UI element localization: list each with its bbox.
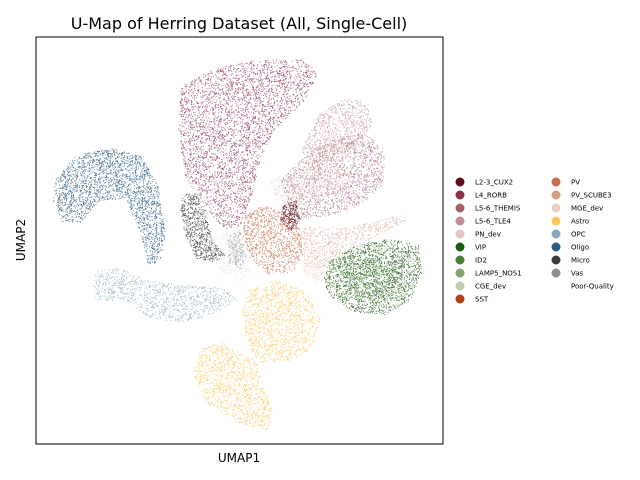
legend-item: Oligo [551,242,589,252]
legend-marker [551,216,561,226]
plot-area [35,36,444,445]
legend-item: L5-6_THEMIS [455,203,521,213]
legend-label: PN_dev [475,231,501,239]
cluster-points [180,193,225,262]
legend-item: OPC [551,229,586,239]
legend-marker [455,177,465,187]
legend-item: ID2 [455,255,487,265]
legend-marker [455,203,465,213]
legend-item: MGE_dev [551,203,603,213]
cluster-points [178,59,317,229]
legend-marker [551,229,561,239]
legend-item: PN_dev [455,229,501,239]
cluster-points [280,200,301,230]
cluster-points [270,165,345,205]
legend-item: L2-3_CUX2 [455,177,513,187]
cluster-points [243,206,303,275]
cluster-points [53,148,166,265]
legend-label: L4_RORB [475,192,507,200]
legend-item: Vas [551,268,584,278]
legend-marker [455,255,465,265]
legend-label: PV_SCUBE3 [571,192,612,200]
legend-item: VIP [455,242,486,252]
legend-item: L4_RORB [455,190,507,200]
legend-marker [455,190,465,200]
legend-item: Poor-Quality [571,283,614,291]
legend-item: LAMP5_NOS1 [455,268,522,278]
legend-item: PV_SCUBE3 [551,190,612,200]
legend-item: Micro [551,255,590,265]
legend-item: Astro [551,216,589,226]
legend-marker [551,255,561,265]
legend-marker [551,177,561,187]
cluster-points [324,239,422,315]
cluster-points [300,260,330,282]
legend-label: SST [475,296,489,304]
legend-item: SST [455,294,489,304]
legend-label: OPC [571,231,586,239]
cluster-points [93,268,238,323]
legend-label: CGE_dev [475,283,506,291]
legend-label: PV [571,179,580,187]
legend-label: MGE_dev [571,205,603,213]
cluster-points [228,230,247,269]
legend-marker [455,229,465,239]
legend-label: ID2 [475,257,487,265]
y-axis-label: UMAP2 [14,219,28,261]
legend-label: LAMP5_NOS1 [475,270,522,278]
legend-label: L5-6_THEMIS [475,205,521,213]
clusters [53,59,422,430]
legend-label: Micro [571,257,590,265]
cluster-points [193,280,321,430]
legend-marker [455,216,465,226]
legend-label: L2-3_CUX2 [475,179,513,187]
legend-marker [551,242,561,252]
legend-item: CGE_dev [455,281,506,291]
legend-marker [455,294,465,304]
legend-marker [455,268,465,278]
legend-marker [455,281,465,291]
legend-marker [455,242,465,252]
legend-item: PV [551,177,580,187]
legend-marker [551,268,561,278]
x-axis-label: UMAP1 [218,451,260,465]
legend-item: L5-6_TLE4 [455,216,511,226]
legend-label: Vas [571,270,584,278]
legend: L2-3_CUX2 L4_RORB L5-6_THEMIS L5-6_TLE4 PN_d… [455,177,614,304]
legend-label: Poor-Quality [571,283,614,291]
cluster-points [340,259,406,301]
legend-marker [551,203,561,213]
legend-label: L5-6_TLE4 [475,218,511,226]
legend-label: Oligo [571,244,589,252]
legend-marker [551,190,561,200]
chart-title: U-Map of Herring Dataset (All, Single-Ce… [71,14,408,33]
legend-label: Astro [571,218,589,226]
cluster-points [301,99,372,169]
legend-label: VIP [475,244,486,252]
